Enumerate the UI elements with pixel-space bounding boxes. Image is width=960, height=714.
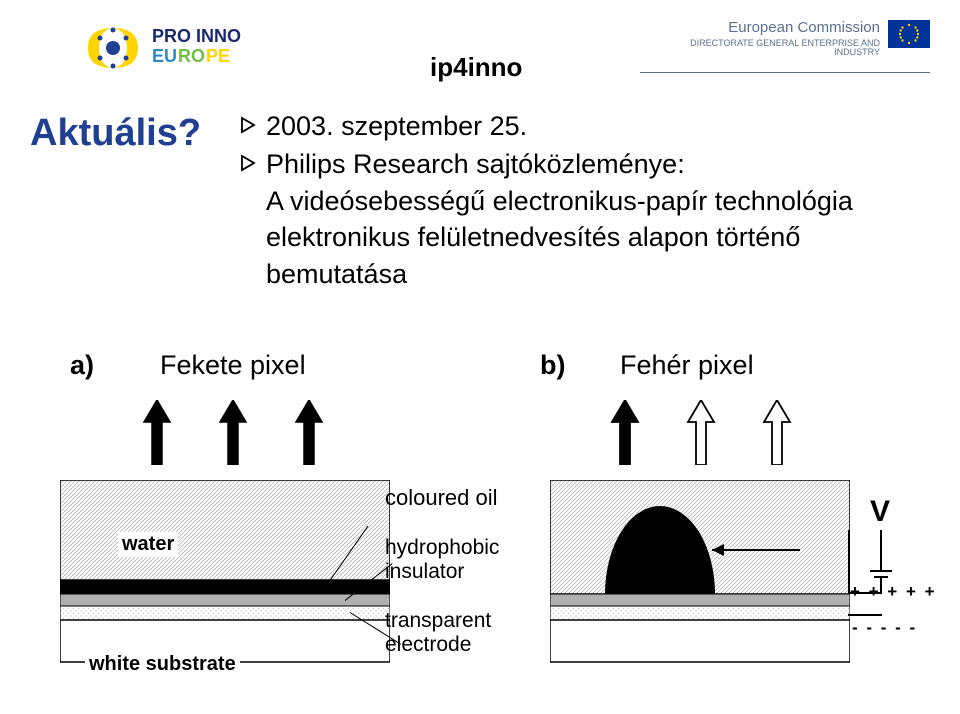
voltage-symbol: V [870, 495, 890, 529]
panel-tag-a: a) [70, 350, 94, 381]
water-label: water [118, 532, 178, 557]
slide-title: Aktuális? [30, 112, 201, 155]
up-arrow-icon [762, 400, 792, 465]
coloured-oil-label: coloured oil [385, 485, 560, 510]
voltage-wire [880, 530, 882, 570]
bullet-text: 2003. szeptember 25. [266, 108, 900, 144]
bullet-list: 2003. szeptember 25. Philips Research sa… [240, 108, 900, 294]
header: PRO INNO EU RO PE ip4inno European Commi… [0, 0, 960, 120]
voltage-wire-to-plus [880, 578, 882, 592]
panel-tag-b: b) [540, 350, 565, 381]
voltage-wire-up [848, 530, 850, 594]
svg-text:EU: EU [152, 46, 177, 66]
svg-text:PRO INNO: PRO INNO [152, 26, 241, 46]
eu-flag-icon [888, 20, 930, 48]
voltage-wire-horizontal-minus [848, 614, 882, 616]
center-labels: coloured oil hydrophobic insulator trans… [385, 485, 560, 657]
up-arrow-icon [218, 400, 248, 465]
svg-text:PE: PE [206, 46, 230, 66]
ec-subtitle: DIRECTORATE GENERAL ENTERPRISE AND INDUS… [650, 39, 880, 59]
voltage-wire-horizontal-plus [848, 592, 882, 594]
panel-label-b: Fehér pixel [620, 350, 754, 381]
bullet-arrow-icon [240, 154, 258, 292]
brand-name: ip4inno [430, 52, 522, 83]
up-arrow-icon [686, 400, 716, 465]
minus-charges: - - - - - [852, 618, 917, 638]
slide-title-text: Aktuális? [30, 112, 201, 154]
voltage-cap-long [870, 570, 892, 572]
bullet-arrow-icon [240, 116, 258, 144]
up-arrow-icon [294, 400, 324, 465]
bullet-item: 2003. szeptember 25. [240, 108, 900, 144]
bullet-text: Philips Research sajtóközleménye: A vide… [266, 146, 900, 292]
bullet-item: Philips Research sajtóközleménye: A vide… [240, 146, 900, 292]
panel-label-a: Fekete pixel [160, 350, 306, 381]
device-b-diagram [550, 480, 850, 690]
hydrophobic-insulator-label: hydrophobic insulator [385, 536, 560, 584]
white-substrate-label: white substrate [85, 652, 240, 677]
logo-proinno-europe: PRO INNO EU RO PE [80, 18, 310, 93]
transparent-electrode-label: transparent electrode [385, 609, 560, 657]
ec-title: European Commission [650, 20, 880, 37]
up-arrow-icon [142, 400, 172, 465]
up-arrow-icon [610, 400, 640, 465]
svg-text:RO: RO [178, 46, 205, 66]
